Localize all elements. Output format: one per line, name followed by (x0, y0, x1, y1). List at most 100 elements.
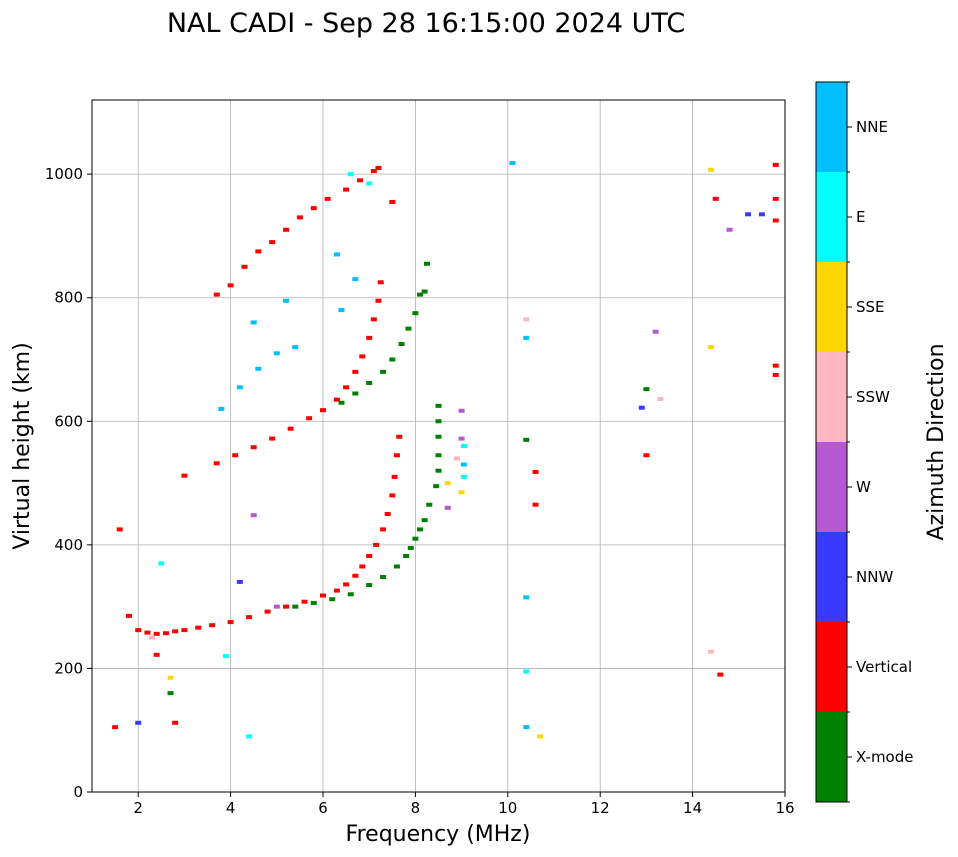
trace-vertical-series (213, 165, 382, 297)
echo-point (712, 196, 719, 201)
echo-points (112, 161, 779, 739)
echo-point (255, 249, 262, 254)
echo-point (250, 445, 257, 450)
echo-point (338, 400, 345, 405)
echo-point (283, 298, 290, 303)
trace-vertical-series (112, 434, 403, 730)
echo-point (310, 600, 317, 605)
x-tick-label: 10 (498, 799, 517, 817)
echo-point (532, 469, 539, 474)
echo-point (772, 363, 779, 368)
echo-point (352, 391, 359, 396)
echo-point (283, 604, 290, 609)
x-axis-label: Frequency (MHz) (346, 822, 531, 847)
echo-point (227, 283, 234, 288)
echo-point (398, 342, 405, 347)
colorbar-label: Azimuth Direction (924, 343, 949, 540)
echo-point (509, 161, 516, 166)
echo-point (523, 335, 530, 340)
echo-point (423, 261, 430, 266)
trace-x-mode-series (338, 261, 430, 405)
colorbar-category-label: Vertical (856, 658, 912, 676)
colorbar-category-label: NNW (856, 568, 893, 586)
echo-point (460, 444, 467, 448)
echo-point (116, 527, 123, 532)
echo-point (301, 599, 308, 604)
echo-point (310, 206, 317, 211)
echo-point (213, 461, 220, 466)
y-tick-label: 400 (54, 536, 83, 554)
echo-point (366, 335, 373, 340)
echo-point (347, 172, 354, 177)
echo-point (222, 654, 229, 659)
trace-sse-series (167, 167, 715, 739)
echo-point (772, 162, 779, 167)
echo-point (412, 311, 419, 316)
echo-point (269, 240, 276, 245)
echo-point (389, 199, 396, 204)
echo-point (320, 408, 326, 413)
echo-point (366, 181, 373, 186)
echo-point (359, 564, 366, 569)
x-tick-label: 6 (318, 799, 328, 817)
echo-point (377, 280, 384, 285)
echo-point (167, 675, 174, 680)
echo-point (417, 527, 424, 532)
echo-point (772, 218, 779, 223)
echo-point (241, 264, 248, 269)
echo-point (356, 178, 363, 183)
echo-point (758, 212, 765, 217)
y-tick-label: 200 (54, 659, 83, 677)
echo-point (726, 227, 733, 232)
echo-point (273, 604, 280, 609)
echo-point (359, 354, 366, 359)
echo-point (287, 426, 294, 431)
trace-x-mode-series (292, 419, 442, 609)
echo-point (435, 419, 442, 424)
echo-point (407, 545, 414, 550)
echo-point (144, 630, 151, 635)
trace-e-series (158, 172, 530, 739)
echo-point (403, 553, 410, 558)
colorbar-swatch (816, 352, 847, 442)
echo-point (391, 474, 398, 479)
echo-point (435, 434, 442, 439)
echo-point (347, 592, 354, 597)
echo-point (412, 536, 419, 541)
echo-point (352, 573, 359, 578)
colorbar-swatch (816, 442, 847, 532)
echo-point (393, 564, 400, 569)
x-axis-ticks: 2 4 6 8 10 12 14 16 (133, 792, 795, 817)
y-tick-label: 0 (73, 783, 83, 801)
echo-point (153, 652, 160, 657)
x-tick-label: 4 (226, 799, 236, 817)
colorbar-swatch (816, 532, 847, 622)
echo-point (324, 196, 331, 201)
y-tick-label: 600 (54, 412, 83, 430)
echo-point (523, 595, 530, 600)
echo-point (375, 165, 382, 170)
echo-point (149, 635, 156, 640)
y-axis-label: Virtual height (km) (10, 342, 35, 549)
echo-point (181, 628, 188, 633)
echo-point (269, 436, 276, 441)
echo-point (444, 505, 451, 510)
colorbar-category-label: SSW (856, 388, 890, 406)
x-tick-label: 12 (591, 799, 610, 817)
colorbar-frame (815, 81, 848, 803)
echo-point (246, 615, 253, 620)
echo-point (227, 620, 234, 625)
echo-point (283, 227, 290, 232)
echo-point (306, 416, 313, 421)
trace-x-mode-series (167, 289, 650, 696)
y-axis-ticks: 0 200 400 600 800 1000 (45, 165, 92, 801)
echo-point (433, 484, 440, 489)
echo-point (717, 672, 724, 677)
echo-point (657, 397, 664, 402)
x-tick-label: 2 (133, 799, 143, 817)
echo-point (352, 277, 359, 282)
echo-point (232, 453, 239, 458)
echo-point (162, 631, 169, 636)
echo-point (460, 462, 467, 467)
echo-point (426, 502, 433, 507)
